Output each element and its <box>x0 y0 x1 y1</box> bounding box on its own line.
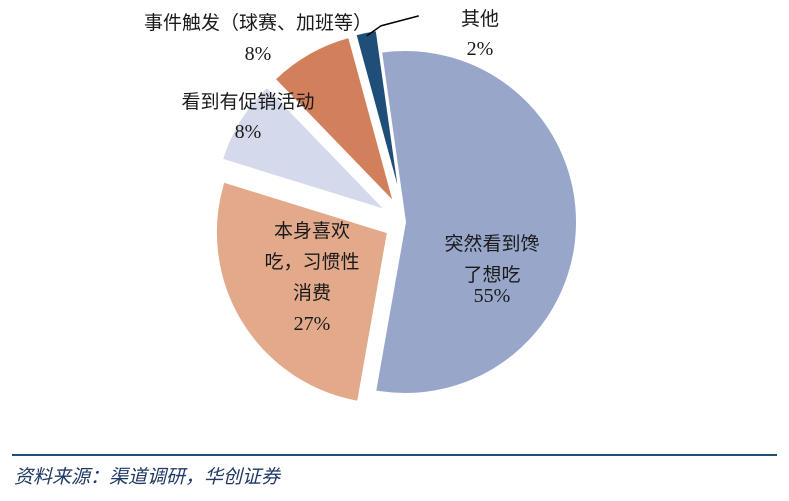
slice-label: 其他 <box>461 8 499 30</box>
pie-slice <box>220 85 387 212</box>
source-note: 资料来源：渠道调研，华创证券 <box>14 466 281 488</box>
leader-line <box>366 15 419 37</box>
slice-label: 突然看到馋了想吃 <box>444 233 539 286</box>
pie-slice <box>373 49 578 395</box>
pie-slice <box>354 28 402 201</box>
slice-label: 看到有促销活动 <box>181 91 314 113</box>
pie-slice <box>214 180 390 403</box>
pie-slice <box>273 35 396 204</box>
slice-percent-label: 2% <box>467 38 494 60</box>
slice-percent-label: 27% <box>294 313 331 335</box>
slice-label: 事件触发（球赛、加班等） <box>144 12 372 34</box>
slice-percent-label: 55% <box>474 285 511 307</box>
slice-percent-label: 8% <box>235 121 262 143</box>
slice-label: 本身喜欢吃，习惯性消费 <box>264 220 359 304</box>
divider <box>12 454 777 456</box>
slice-percent-label: 8% <box>245 43 272 65</box>
